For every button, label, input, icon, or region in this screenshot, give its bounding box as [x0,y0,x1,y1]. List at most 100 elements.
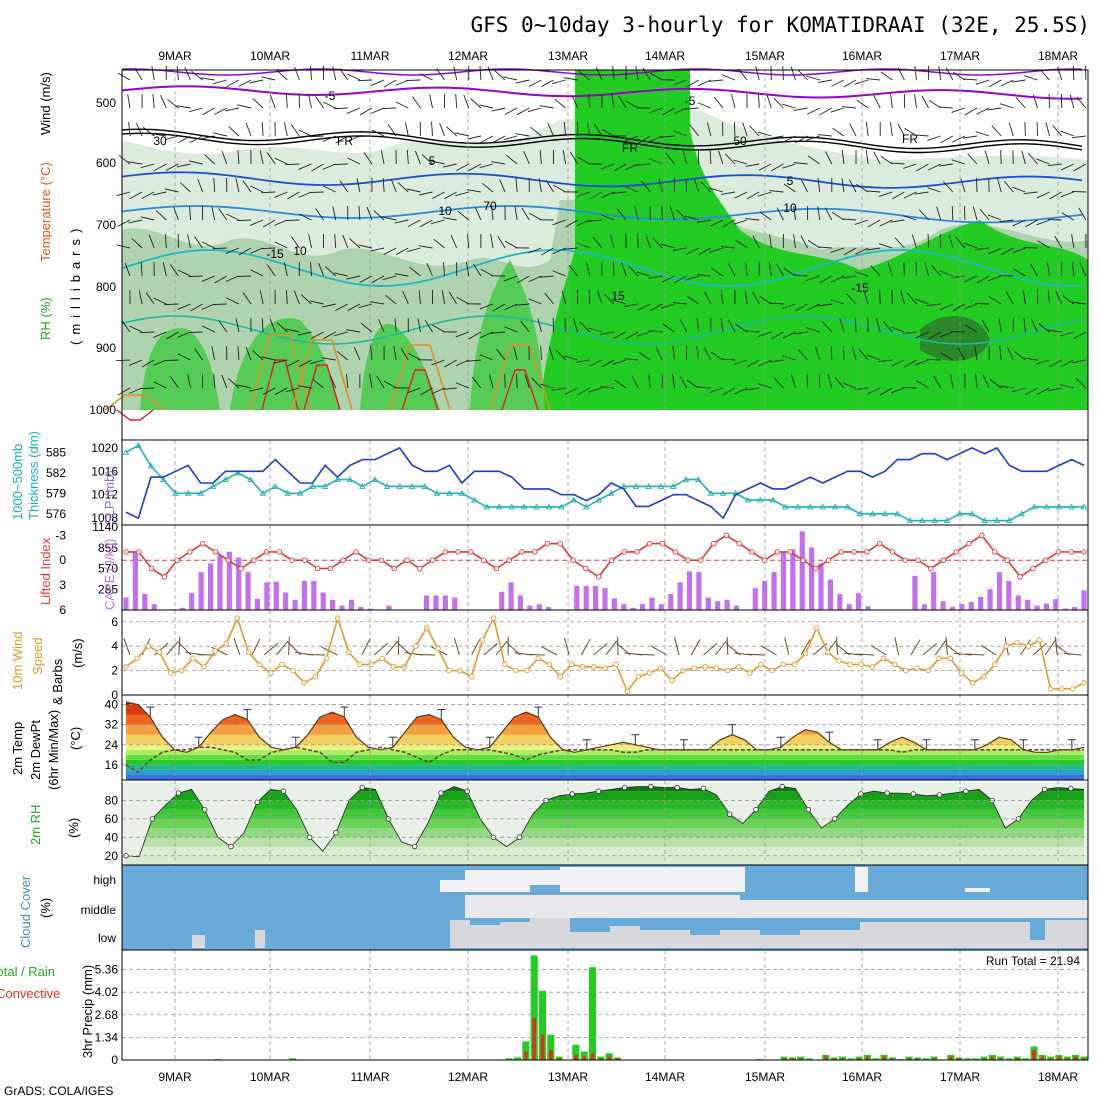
wind-barb [1061,359,1075,367]
data-point [544,540,551,547]
precip-conv-bar [549,1049,553,1060]
wind-barb [528,79,542,87]
data-point [190,655,196,662]
data-point [134,655,140,662]
wind-barb [140,216,155,221]
contour-30 [116,409,154,421]
wind-barb [815,346,821,361]
cape-bar [978,596,984,610]
wind-barb [1060,384,1074,389]
data-point [1030,565,1036,572]
data-point [464,788,470,794]
wind-barb [539,105,554,109]
data-point [123,664,129,670]
wind-barb [648,275,663,279]
wind-barb [453,66,458,81]
data-point [736,540,742,547]
wind-barb [310,331,324,339]
wind-barb [564,355,578,361]
wind-barb [238,247,252,256]
wind-barb [1060,163,1074,171]
temp-band [126,744,1084,750]
precip-conv-bar [948,1056,953,1060]
cloud-low-block [1030,940,1045,948]
cape-bar [799,531,805,610]
cloud-low-block [800,930,860,948]
wind-barb [649,107,663,114]
wind-barb [153,297,167,305]
wind-barb [997,178,1002,193]
wind-barb [1024,121,1026,137]
wind-barb [286,359,300,367]
wind-barb [346,329,360,333]
wind-barb [117,219,131,227]
wind-barb [797,69,808,81]
wind-barb [491,331,506,334]
temp-band [126,754,1084,760]
wind10m-label-3: & Barbs [50,658,65,705]
wind-barb [975,303,990,305]
wind-barb [412,96,421,109]
wind-barb [673,79,687,86]
wind-barb [162,262,167,277]
wind-barb [903,215,917,221]
data-point [607,489,615,496]
wind-barb [676,209,687,221]
precip-total-bar [289,1058,297,1060]
data-point [483,503,491,510]
wind-barb [600,386,615,389]
wind-barb [921,95,929,109]
wind-barb [450,234,458,249]
data-point [323,655,330,662]
data-point [167,670,174,676]
contour-label: 10 [783,201,797,215]
wind-barb [817,206,821,221]
cloud-low-block [860,922,1030,948]
precip-panel: 5.364.022.681.340 Total / Rain Convectiv… [0,949,1089,1067]
rh2m-label-2: (%) [66,818,81,838]
wind-barb [504,326,518,333]
wind-barb [397,182,409,193]
wind-barb [492,303,506,312]
wind-barb [382,107,397,109]
data-point [910,791,917,797]
wind-barb [945,637,948,656]
cape-bar [1043,603,1050,610]
wind-barb [188,275,203,278]
wind-barb [225,275,240,282]
data-point [135,441,142,448]
wind-barb [588,387,603,393]
temp-band [126,749,1084,755]
wind-barb [274,191,288,198]
cape-bar [1015,595,1021,610]
wind-barb [322,163,336,170]
wind-barb [358,244,373,249]
y-tick-label: 4.02 [95,985,119,999]
data-point [993,517,1001,524]
bottom-date-label: 17MAR [940,1070,980,1084]
wind-barb [298,213,312,221]
wind-barb [636,331,651,337]
wind-barb [545,179,554,193]
wind-barb [889,122,893,137]
wind-barb [188,160,203,165]
cloud-high-block [855,867,868,892]
wind-barb [682,150,688,165]
data-point [1041,786,1048,793]
wind-barb [597,290,603,305]
wind-barb [650,645,668,656]
wind-barb [236,219,252,222]
data-point [608,557,615,563]
wind-barb [332,206,337,221]
wind-barb [442,163,457,168]
wind-barb [952,135,966,143]
wind-barb [471,638,481,656]
wind-barb [503,275,518,282]
data-point [1047,686,1054,692]
wind-barb [325,266,337,277]
data-point [284,489,292,496]
data-point [175,790,182,796]
wind-barb [625,163,639,171]
wind-barb [214,107,228,115]
